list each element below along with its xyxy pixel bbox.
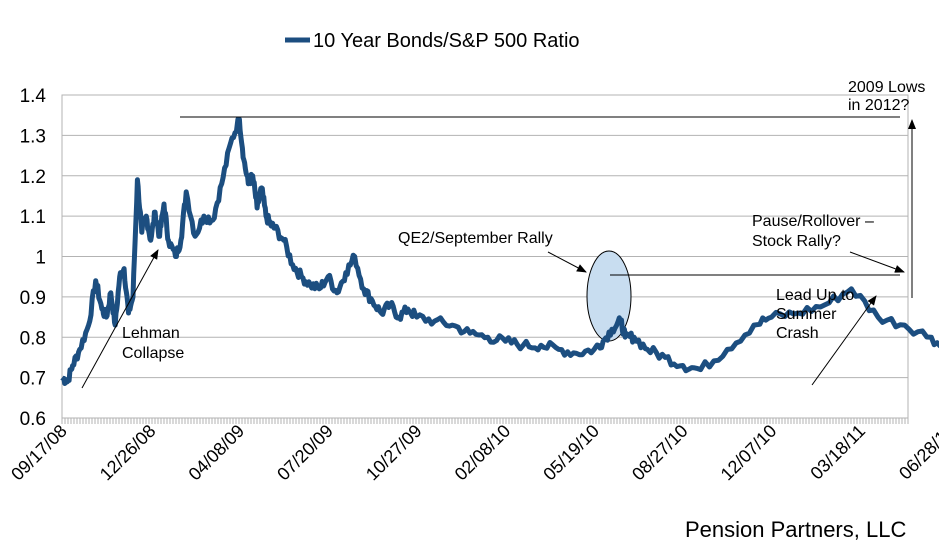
y-tick-label: 1.1: [20, 207, 46, 228]
x-tick-label: 08/27/10: [628, 421, 692, 485]
x-axis: 09/17/08 12/26/08 04/08/09 07/20/09 10/27/09…: [7, 418, 939, 484]
y-tick-label: 0.9: [20, 288, 46, 309]
x-tick-label: 04/08/09: [185, 421, 249, 485]
y-tick-label: 0.6: [20, 409, 46, 430]
x-tick-label: 06/28/11: [895, 421, 939, 484]
pause-arrow: [849, 251, 905, 273]
x-tick-label: 09/17/08: [7, 421, 71, 485]
x-tick-label: 12/07/10: [717, 421, 781, 485]
annotation-lehman: Lehman Collapse: [122, 325, 184, 362]
legend: 10 Year Bonds/S&P 500 Ratio: [285, 30, 580, 52]
annotation-qe2: QE2/September Rally: [398, 230, 553, 247]
x-tick-label: 02/08/10: [451, 421, 515, 485]
y-tick-label: 0.7: [20, 369, 46, 390]
y-axis: 0.6 0.7 0.8 0.9 1 1.1 1.2 1.3 1.4: [20, 86, 47, 430]
y-tick-label: 1.2: [20, 167, 46, 188]
y-tick-label: 1: [35, 248, 46, 269]
annotation-2009-lows: 2009 Lows in 2012?: [848, 79, 930, 114]
x-tick-label: 07/20/09: [273, 421, 337, 485]
x-tick-label: 10/27/09: [362, 421, 426, 485]
annotation-summer-crash: Lead Up to Summer Crash: [776, 287, 859, 342]
x-tick-label: 12/26/08: [96, 421, 160, 485]
gridlines: [61, 94, 909, 419]
x-tick-label: 05/19/10: [539, 421, 603, 485]
lehman-arrow: [81, 249, 159, 389]
legend-label: 10 Year Bonds/S&P 500 Ratio: [313, 30, 580, 52]
y-tick-label: 1.3: [20, 126, 46, 147]
series-line: [60, 116, 939, 386]
y-tick-label: 1.4: [20, 86, 47, 107]
qe2-arrow: [547, 251, 587, 273]
summer-crash-arrow: [811, 295, 877, 386]
annotation-pause: Pause/Rollover – Stock Rally?: [752, 213, 878, 250]
source-label: Pension Partners, LLC: [685, 517, 906, 542]
x-tick-label: 03/18/11: [806, 421, 869, 484]
y-tick-label: 0.8: [20, 328, 46, 349]
